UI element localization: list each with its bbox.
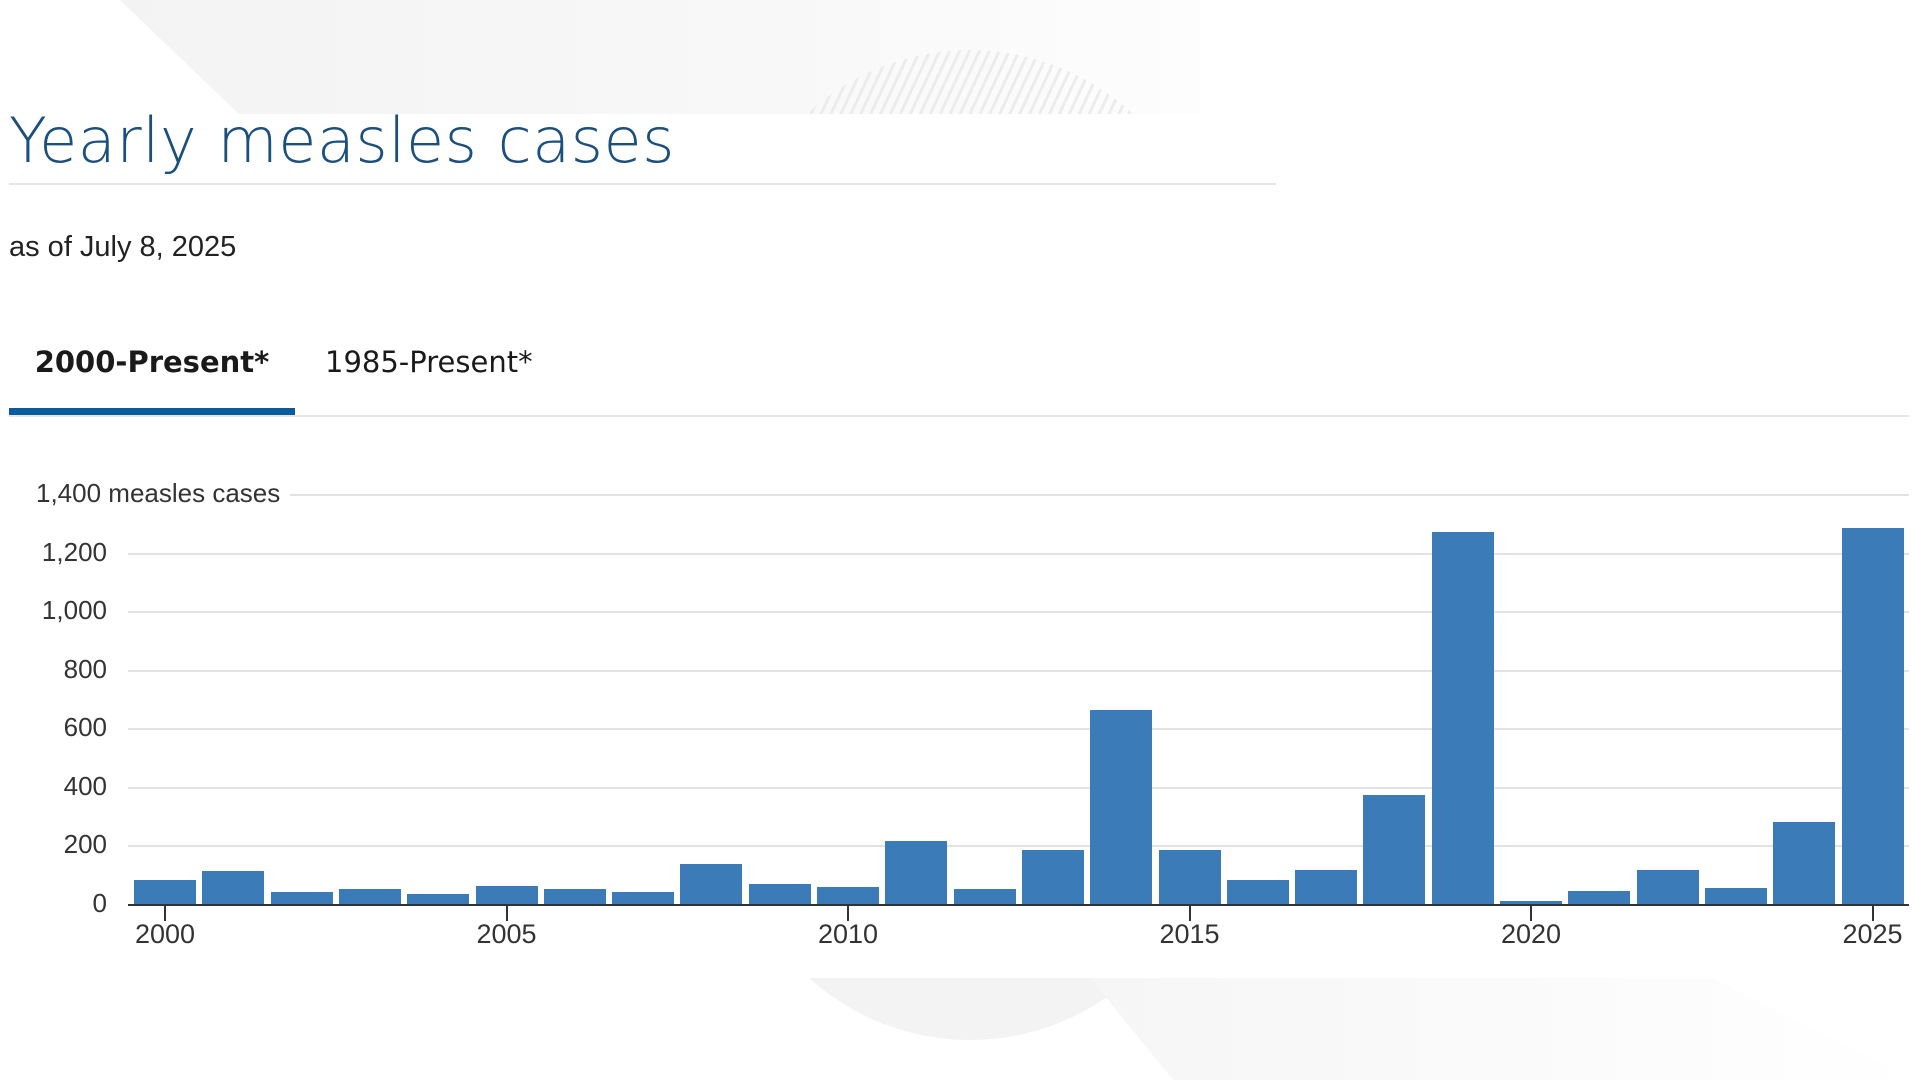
bar-2001[interactable] — [202, 871, 265, 905]
tab-label: 2000-Present* — [34, 345, 270, 379]
bar-2005[interactable] — [475, 885, 538, 905]
as-of-date: as of July 8, 2025 — [9, 231, 237, 263]
y-axis-label: 800 — [63, 653, 107, 684]
x-axis-tick — [1871, 906, 1874, 921]
x-axis-tick — [505, 906, 508, 921]
bar-2025[interactable] — [1841, 527, 1904, 905]
tabs-divider — [9, 415, 1909, 417]
title-divider — [9, 183, 1276, 185]
bar-2020[interactable] — [1500, 901, 1562, 905]
gridline — [128, 845, 1909, 848]
background-decoration-top-band — [120, 0, 1200, 114]
page-title: Yearly measles cases — [9, 104, 675, 177]
bar-2007[interactable] — [612, 892, 675, 905]
x-axis-label: 2015 — [1159, 919, 1220, 949]
gridline — [128, 611, 1909, 614]
x-axis-label: 2020 — [1500, 919, 1562, 949]
x-axis-tick — [1188, 906, 1191, 921]
y-axis-label: 1,000 — [41, 595, 107, 626]
bar-2009[interactable] — [748, 884, 811, 905]
x-axis-label: 2000 — [134, 919, 196, 949]
bar-2021[interactable] — [1568, 890, 1631, 905]
bar-2014[interactable] — [1090, 709, 1153, 905]
bar-2019[interactable] — [1431, 531, 1494, 905]
x-axis-label: 2025 — [1842, 919, 1903, 949]
x-axis-line — [128, 904, 1909, 906]
bar-2023[interactable] — [1704, 887, 1767, 905]
bar-2004[interactable] — [407, 894, 470, 905]
tab-2000-present[interactable]: 2000-Present* — [9, 345, 295, 415]
bar-2003[interactable] — [338, 888, 401, 905]
bar-2015[interactable] — [1158, 849, 1221, 905]
bar-2006[interactable] — [543, 888, 606, 905]
x-axis-label: 2005 — [476, 919, 537, 949]
bar-2017[interactable] — [1295, 869, 1358, 905]
x-axis-tick — [847, 906, 849, 921]
tab-1985-present[interactable]: 1985-Present* — [325, 345, 533, 415]
bar-2011[interactable] — [885, 840, 948, 905]
y-axis-label: 0 — [92, 888, 107, 918]
y-axis-label: 400 — [63, 770, 107, 801]
tab-label: 1985-Present* — [325, 345, 533, 379]
bar-2012[interactable] — [953, 888, 1016, 905]
range-tabs: 2000-Present* 1985-Present* — [9, 345, 1909, 417]
bar-2002[interactable] — [270, 892, 333, 905]
y-axis-label: 1,400 measles cases — [36, 478, 289, 509]
background-decoration-bottom-arc — [730, 978, 1210, 1040]
bar-2016[interactable] — [1226, 879, 1289, 905]
bar-2000[interactable] — [134, 879, 196, 905]
x-axis-label: 2010 — [817, 919, 879, 949]
gridline — [128, 728, 1909, 731]
background-decoration-top-arc — [730, 50, 1210, 114]
active-tab-indicator — [9, 408, 295, 416]
bar-2010[interactable] — [817, 886, 879, 905]
bar-2024[interactable] — [1773, 821, 1836, 905]
bar-2013[interactable] — [1021, 850, 1084, 905]
bar-2018[interactable] — [1363, 795, 1426, 905]
x-axis-tick — [1530, 906, 1532, 921]
background-decoration-bottom-band — [1090, 978, 1920, 1080]
y-axis-label: 1,200 — [41, 536, 107, 567]
gridline — [128, 552, 1909, 555]
y-axis-label: 600 — [63, 712, 107, 743]
x-axis-tick — [164, 906, 166, 921]
bar-2022[interactable] — [1636, 869, 1699, 905]
bar-2008[interactable] — [680, 864, 743, 905]
gridline — [128, 669, 1909, 672]
gridline — [128, 786, 1909, 789]
measles-bar-chart: 0 200 400 600 800 1,000 1,200 1,400 measles cas… — [0, 470, 1920, 970]
gridline — [290, 494, 1909, 496]
y-axis-label: 200 — [63, 829, 107, 860]
